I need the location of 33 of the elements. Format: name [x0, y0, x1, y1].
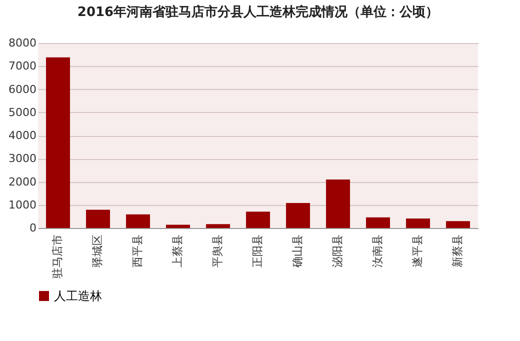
- y-tick-label: 4000: [8, 129, 36, 142]
- x-tick-label: 泌阳县: [331, 234, 344, 268]
- x-tick-label: 遂平县: [411, 234, 424, 268]
- x-tick-label: 确山县: [291, 234, 304, 268]
- bar: [86, 210, 110, 228]
- y-tick-label: 0: [30, 222, 36, 234]
- x-tick-label: 西平县: [131, 234, 144, 268]
- y-tick-label: 1000: [8, 198, 36, 212]
- x-tick-label: 新蔡县: [451, 234, 464, 268]
- x-tick-label: 驿城区: [91, 234, 104, 268]
- bar: [126, 214, 150, 228]
- x-tick-label: 汝南县: [371, 234, 384, 268]
- x-tick-label: 平舆县: [211, 234, 224, 268]
- bar: [166, 224, 190, 228]
- y-tick-label: 6000: [8, 82, 36, 96]
- y-tick-label: 8000: [8, 36, 36, 50]
- x-tick-label: 上蔡县: [171, 234, 184, 268]
- chart-title: 2016年河南省驻马店市分县人工造林完成情况（单位：公顷）: [77, 4, 439, 20]
- bar: [446, 221, 470, 228]
- x-tick-label: 驻马店市: [51, 234, 64, 278]
- y-tick-label: 7000: [8, 60, 36, 73]
- x-tick-label: 正阳县: [251, 234, 264, 268]
- bar: [46, 57, 70, 228]
- y-tick-label: 2000: [8, 175, 36, 188]
- legend-label: 人工造林: [54, 289, 102, 303]
- bar: [326, 179, 350, 228]
- bar: [366, 217, 390, 228]
- bar: [206, 224, 230, 228]
- bar: [406, 218, 430, 228]
- y-tick-label: 3000: [8, 152, 36, 166]
- y-tick-label: 5000: [8, 106, 36, 119]
- bar: [246, 212, 270, 228]
- bar: [286, 203, 310, 228]
